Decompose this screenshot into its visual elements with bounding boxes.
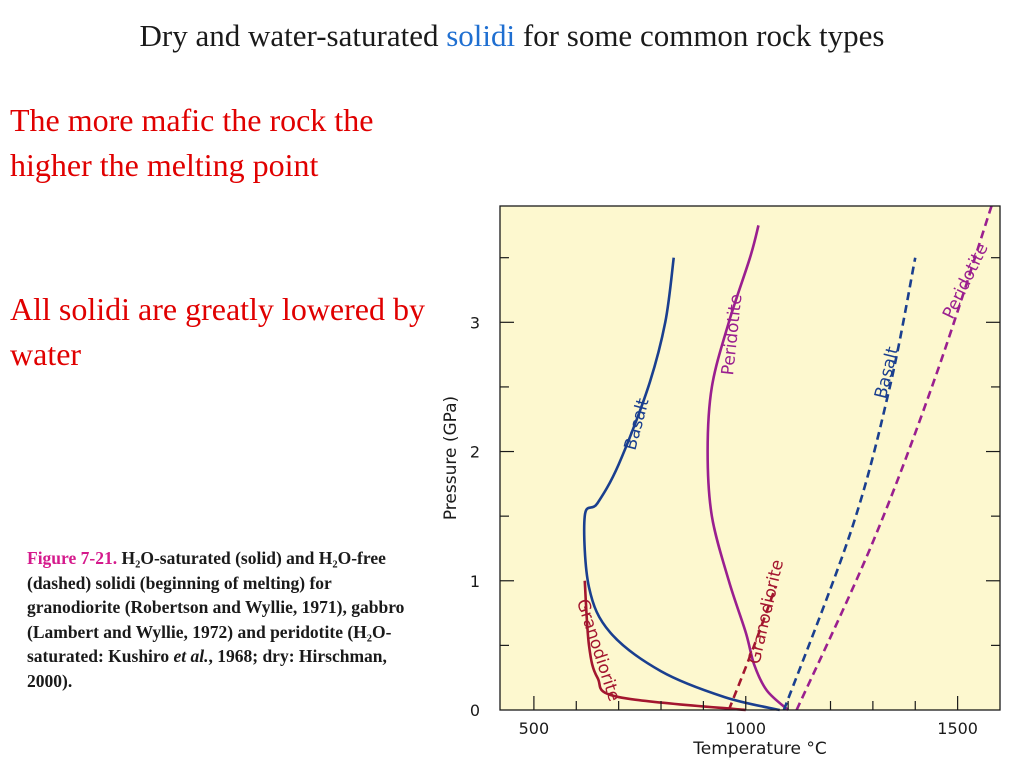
slide-title: Dry and water-saturated solidi for some … <box>0 18 1024 54</box>
plot-frame <box>499 205 1001 711</box>
figure-caption-text-end: , 1968; dry: Hirschman, 2000). <box>27 646 387 691</box>
x-tick-label: 500 <box>519 719 550 738</box>
title-highlight-solidi[interactable]: solidi <box>446 18 516 53</box>
x-tick-label: 1500 <box>937 719 978 738</box>
figure-caption-italic: et al. <box>173 646 209 666</box>
axes-layer: 0 1 2 3 500 1000 1500 <box>470 205 1001 738</box>
series-granodiorite-dry <box>727 586 777 711</box>
curves-layer <box>582 205 993 712</box>
y-tick-label: 2 <box>470 443 480 462</box>
x-axis-title: Temperature °C <box>692 739 826 759</box>
y-tick-label: 0 <box>470 701 480 720</box>
note-mafic-melting-point: The more mafic the rock the higher the m… <box>10 102 374 183</box>
series-peridotite-dry <box>795 205 993 711</box>
note-water-lowers-solidi: All solidi are greatly lowered by water <box>10 291 425 372</box>
series-peridotite-h2o-saturated <box>706 225 790 711</box>
plot-area <box>500 206 1000 710</box>
y-tick-label: 3 <box>470 313 480 332</box>
figure-caption-text: H₂O-saturated (solid) and H₂O-free (dash… <box>27 548 405 666</box>
x-tick-label: 1000 <box>725 719 766 738</box>
figure-caption-label: Figure 7-21. <box>27 548 118 568</box>
series-granodiorite-h2o-saturated <box>583 580 746 712</box>
title-text-start: Dry and water-saturated <box>139 18 447 53</box>
figure-caption: Figure 7-21. H₂O-saturated (solid) and H… <box>27 546 417 693</box>
y-axis-title: Pressure (GPa) <box>441 396 461 520</box>
series-basalt-h2o-saturated <box>582 257 780 712</box>
series-basalt-dry <box>782 257 917 711</box>
title-text-end: for some common rock types <box>515 18 885 53</box>
y-tick-label: 1 <box>470 572 480 591</box>
